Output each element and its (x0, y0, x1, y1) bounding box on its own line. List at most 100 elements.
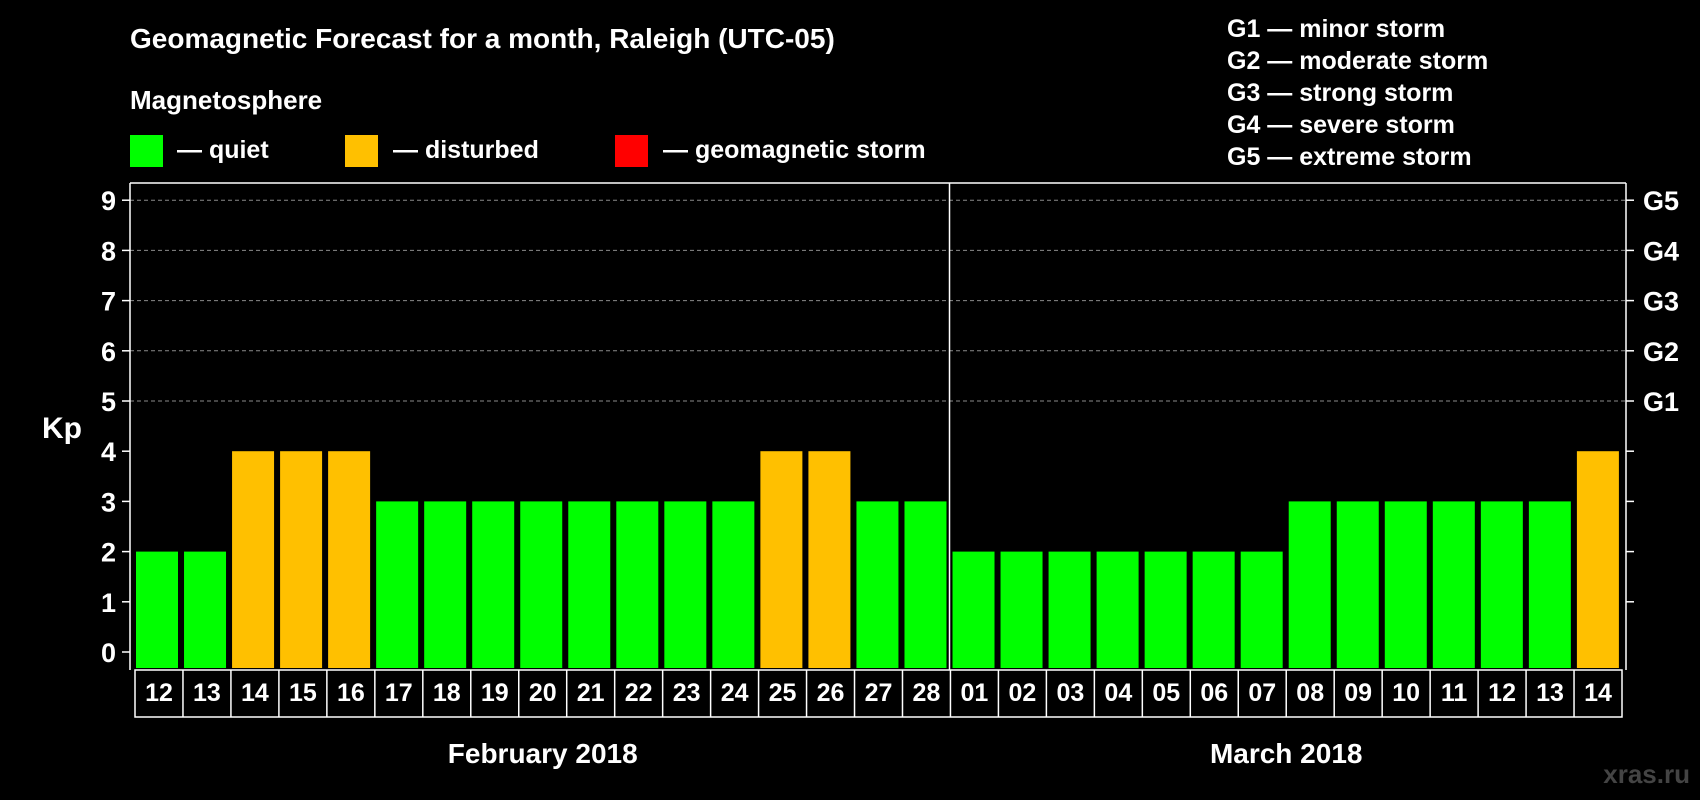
y-tick-label-6: 6 (101, 337, 116, 367)
x-category-label-5: 17 (385, 679, 413, 707)
month-label-0: February 2018 (448, 738, 638, 769)
right-axis-label-g3: G3 (1643, 287, 1679, 317)
storm-level-g2: G2 — moderate storm (1227, 47, 1488, 75)
bar-3 (280, 451, 323, 668)
bar-7 (472, 501, 515, 668)
right-axis-label-g1: G1 (1643, 387, 1679, 417)
x-category-label-9: 21 (577, 679, 605, 707)
y-axis-label: Kp (42, 412, 82, 445)
y-tick-label-7: 7 (101, 287, 116, 317)
legend-label-quiet: — quiet (177, 136, 269, 164)
bar-25 (1336, 501, 1379, 668)
bar-0 (136, 551, 178, 668)
y-tick-label-2: 2 (101, 538, 116, 568)
bar-22 (1192, 551, 1235, 668)
bar-16 (904, 501, 947, 668)
y-tick-label-9: 9 (101, 186, 116, 216)
x-categories: 12 13 14 15 16 17 18 19 20 21 22 23 24 25 26 27 28 01 02 03… (134, 669, 1623, 718)
grid-lines (130, 199, 1626, 402)
x-category-label-20: 04 (1104, 679, 1132, 707)
x-category-box (134, 669, 1623, 718)
legend-swatch-disturbed (345, 135, 378, 167)
bar-17 (952, 551, 995, 668)
bars (136, 451, 1619, 668)
bar-21 (1144, 551, 1187, 668)
bar-20 (1096, 551, 1139, 668)
bar-13 (760, 451, 803, 668)
y-tick-label-0: 0 (101, 638, 116, 668)
x-category-label-21: 05 (1152, 679, 1180, 707)
x-category-label-16: 28 (913, 679, 941, 707)
x-category-label-15: 27 (865, 679, 893, 707)
y-tick-label-8: 8 (101, 236, 116, 266)
x-category-label-6: 18 (433, 679, 461, 707)
x-category-label-25: 09 (1344, 679, 1372, 707)
bar-1 (184, 551, 227, 668)
bar-2 (232, 451, 275, 668)
storm-level-g3: G3 — strong storm (1227, 79, 1453, 107)
legend-label-disturbed: — disturbed (393, 136, 539, 164)
y-tick-label-3: 3 (101, 487, 116, 517)
legend-swatch-storm (615, 135, 648, 167)
storm-level-g1: G1 — minor storm (1227, 15, 1445, 43)
x-category-label-18: 02 (1008, 679, 1036, 707)
x-category-label-2: 14 (241, 679, 269, 707)
x-category-label-14: 26 (817, 679, 845, 707)
bar-15 (856, 501, 899, 668)
bar-5 (376, 501, 419, 668)
bar-6 (424, 501, 467, 668)
storm-level-g5: G5 — extreme storm (1227, 143, 1472, 171)
bar-11 (664, 501, 707, 668)
bar-8 (520, 501, 563, 668)
y-tick-label-5: 5 (101, 387, 116, 417)
x-category-label-17: 01 (961, 679, 989, 707)
right-axis-label-g2: G2 (1643, 337, 1679, 367)
x-category-label-27: 11 (1441, 679, 1468, 707)
right-axis-label-g4: G4 (1643, 236, 1679, 266)
bar-4 (328, 451, 371, 668)
bar-29 (1528, 501, 1571, 668)
right-axis: G1 G2 G3 G4 G5 (1626, 186, 1679, 603)
x-category-label-26: 10 (1392, 679, 1420, 707)
chart-title: Geomagnetic Forecast for a month, Raleig… (130, 23, 835, 54)
legend-label-storm: — geomagnetic storm (663, 136, 926, 164)
x-category-label-12: 24 (721, 679, 749, 707)
legend-heading: Magnetosphere (130, 85, 322, 115)
x-category-label-24: 08 (1296, 679, 1324, 707)
x-category-label-10: 22 (625, 679, 653, 707)
x-category-label-28: 12 (1488, 679, 1516, 707)
x-category-label-22: 06 (1200, 679, 1228, 707)
x-category-label-4: 16 (337, 679, 365, 707)
y-ticks: 0 1 2 3 4 5 6 7 8 9 (101, 186, 130, 668)
bar-27 (1432, 501, 1475, 668)
storm-level-g4: G4 — severe storm (1227, 111, 1455, 139)
bar-30 (1576, 451, 1619, 668)
bar-9 (568, 501, 611, 668)
bar-19 (1048, 551, 1091, 668)
x-category-label-8: 20 (529, 679, 557, 707)
legend-swatch-quiet (130, 135, 163, 167)
x-category-label-19: 03 (1056, 679, 1084, 707)
y-tick-label-1: 1 (101, 588, 116, 618)
month-label-1: March 2018 (1210, 738, 1363, 769)
x-category-label-13: 25 (769, 679, 797, 707)
x-category-label-0: 12 (145, 679, 173, 707)
x-category-label-23: 07 (1248, 679, 1276, 707)
month-labels: February 2018 March 2018 (448, 738, 1363, 769)
x-category-label-7: 19 (481, 679, 509, 707)
x-category-label-3: 15 (289, 679, 317, 707)
y-tick-label-4: 4 (101, 437, 116, 467)
bar-23 (1240, 551, 1283, 668)
bar-10 (616, 501, 659, 668)
x-category-label-1: 13 (193, 679, 221, 707)
x-category-label-29: 13 (1536, 679, 1564, 707)
watermark: xras.ru (1603, 759, 1690, 789)
plot-frame (129, 182, 1627, 670)
x-category-label-11: 23 (673, 679, 701, 707)
bar-24 (1288, 501, 1331, 668)
right-axis-label-g5: G5 (1643, 186, 1679, 216)
bar-14 (808, 451, 851, 668)
bar-18 (1000, 551, 1043, 668)
bar-26 (1384, 501, 1427, 668)
